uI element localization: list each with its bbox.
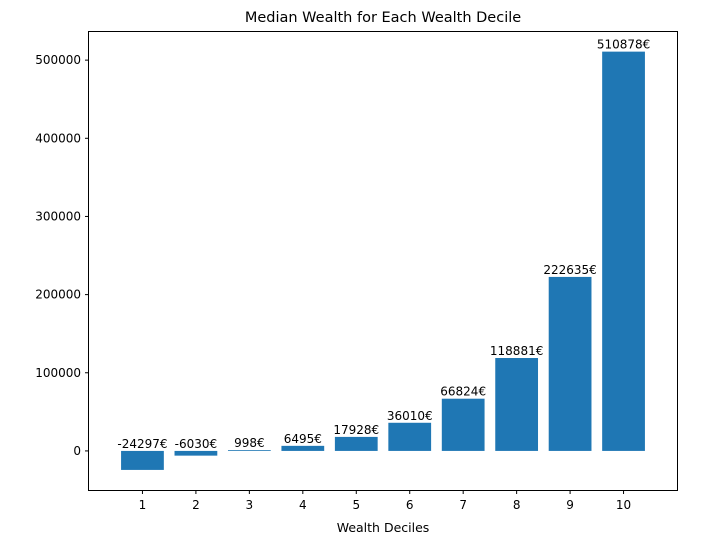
- value-label-decile-4: 6495€: [284, 432, 322, 446]
- bars-group: [121, 51, 645, 470]
- value-label-decile-3: 998€: [234, 436, 265, 450]
- x-tick-label: 6: [406, 498, 414, 512]
- bar-decile-5: [334, 436, 378, 451]
- chart-title: Median Wealth for Each Wealth Decile: [245, 10, 521, 26]
- x-axis-ticks: 1 2 3 4 5 6 7 8 9 10: [139, 490, 631, 512]
- x-tick-label: 8: [513, 498, 521, 512]
- x-tick-label: 9: [566, 498, 574, 512]
- value-label-decile-5: 17928€: [333, 423, 379, 437]
- bar-decile-7: [441, 398, 485, 451]
- bar-decile-2: [174, 450, 218, 456]
- x-tick-label: 1: [139, 498, 147, 512]
- plot-frame: [88, 31, 678, 491]
- y-axis-ticks: 0 100000 200000 300000 400000 500000: [35, 53, 89, 458]
- y-tick-label: 500000: [35, 53, 81, 67]
- x-tick-label: 5: [352, 498, 360, 512]
- value-label-decile-7: 66824€: [440, 385, 486, 399]
- bar-decile-6: [388, 422, 432, 451]
- value-label-decile-9: 222635€: [543, 263, 596, 277]
- bar-decile-8: [495, 358, 539, 451]
- x-tick-label: 3: [246, 498, 254, 512]
- value-labels-group: -24297€ -6030€ 998€ 6495€ 17928€ 36010€ 66824€…: [117, 38, 650, 451]
- y-tick-label: 400000: [35, 131, 81, 145]
- y-tick-label: 200000: [35, 288, 81, 302]
- value-label-decile-1: -24297€: [117, 437, 167, 451]
- x-tick-label: 4: [299, 498, 307, 512]
- bar-decile-3: [227, 450, 271, 451]
- x-tick-label: 7: [459, 498, 467, 512]
- x-axis-label: Wealth Deciles: [337, 520, 430, 535]
- value-label-decile-6: 36010€: [387, 409, 433, 423]
- bar-decile-1: [121, 450, 164, 470]
- value-label-decile-10: 510878€: [597, 38, 650, 52]
- x-tick-label: 10: [616, 498, 631, 512]
- value-label-decile-2: -6030€: [175, 437, 218, 451]
- bar-decile-10: [602, 51, 645, 451]
- y-tick-label: 300000: [35, 209, 81, 223]
- bar-decile-9: [548, 276, 592, 451]
- bar-decile-4: [281, 445, 325, 451]
- y-tick-label: 0: [73, 444, 81, 458]
- value-label-decile-8: 118881€: [490, 344, 543, 358]
- y-tick-label: 100000: [35, 366, 81, 380]
- x-tick-label: 2: [192, 498, 200, 512]
